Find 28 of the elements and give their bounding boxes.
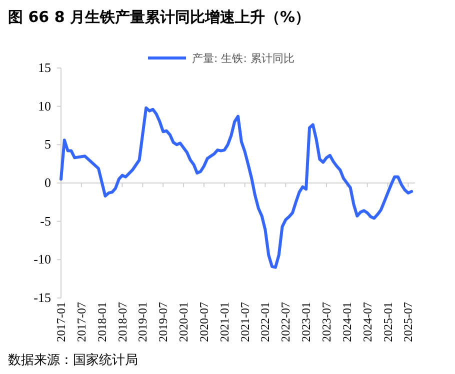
x-tick-label: 2025-01 bbox=[380, 302, 395, 342]
source-note: 数据来源：国家统计局 bbox=[8, 352, 138, 368]
x-tick-label: 2019-07 bbox=[156, 302, 170, 342]
x-tick-label: 2020-01 bbox=[176, 302, 191, 342]
y-tick-label: -5 bbox=[40, 213, 51, 228]
x-tick-label: 2025-07 bbox=[401, 302, 416, 342]
x-tick-label: 2021-07 bbox=[238, 302, 252, 342]
x-tick-label: 2018-01 bbox=[94, 302, 109, 342]
x-tick-label: 2022-01 bbox=[258, 302, 272, 342]
x-tick-label: 2017-01 bbox=[54, 302, 68, 342]
x-tick-label: 2022-07 bbox=[278, 302, 293, 342]
x-tick-label: 2020-07 bbox=[196, 302, 211, 342]
x-tick-label: 2017-07 bbox=[74, 302, 88, 342]
y-tick-label: 10 bbox=[38, 98, 51, 114]
x-tick-label: 2021-01 bbox=[217, 302, 232, 342]
x-tick-label: 2023-07 bbox=[320, 302, 334, 342]
y-tick-label: 15 bbox=[38, 60, 51, 75]
x-tick-label: 2023-01 bbox=[299, 302, 314, 342]
legend-label: 产量: 生铁: 累计同比 bbox=[192, 52, 294, 65]
x-tick-label: 2019-01 bbox=[136, 302, 150, 342]
chart-title: 图 66 8 月生铁产量累计同比增速上升（%） bbox=[8, 8, 310, 26]
y-tick-label: 5 bbox=[44, 136, 51, 152]
y-tick-label: -15 bbox=[34, 290, 51, 305]
x-tick-label: 2018-07 bbox=[115, 302, 130, 342]
x-tick-label: 2024-01 bbox=[340, 302, 354, 342]
y-tick-label: -10 bbox=[34, 252, 51, 267]
x-tick-label: 2024-07 bbox=[360, 302, 374, 342]
y-tick-label: 0 bbox=[44, 175, 51, 190]
